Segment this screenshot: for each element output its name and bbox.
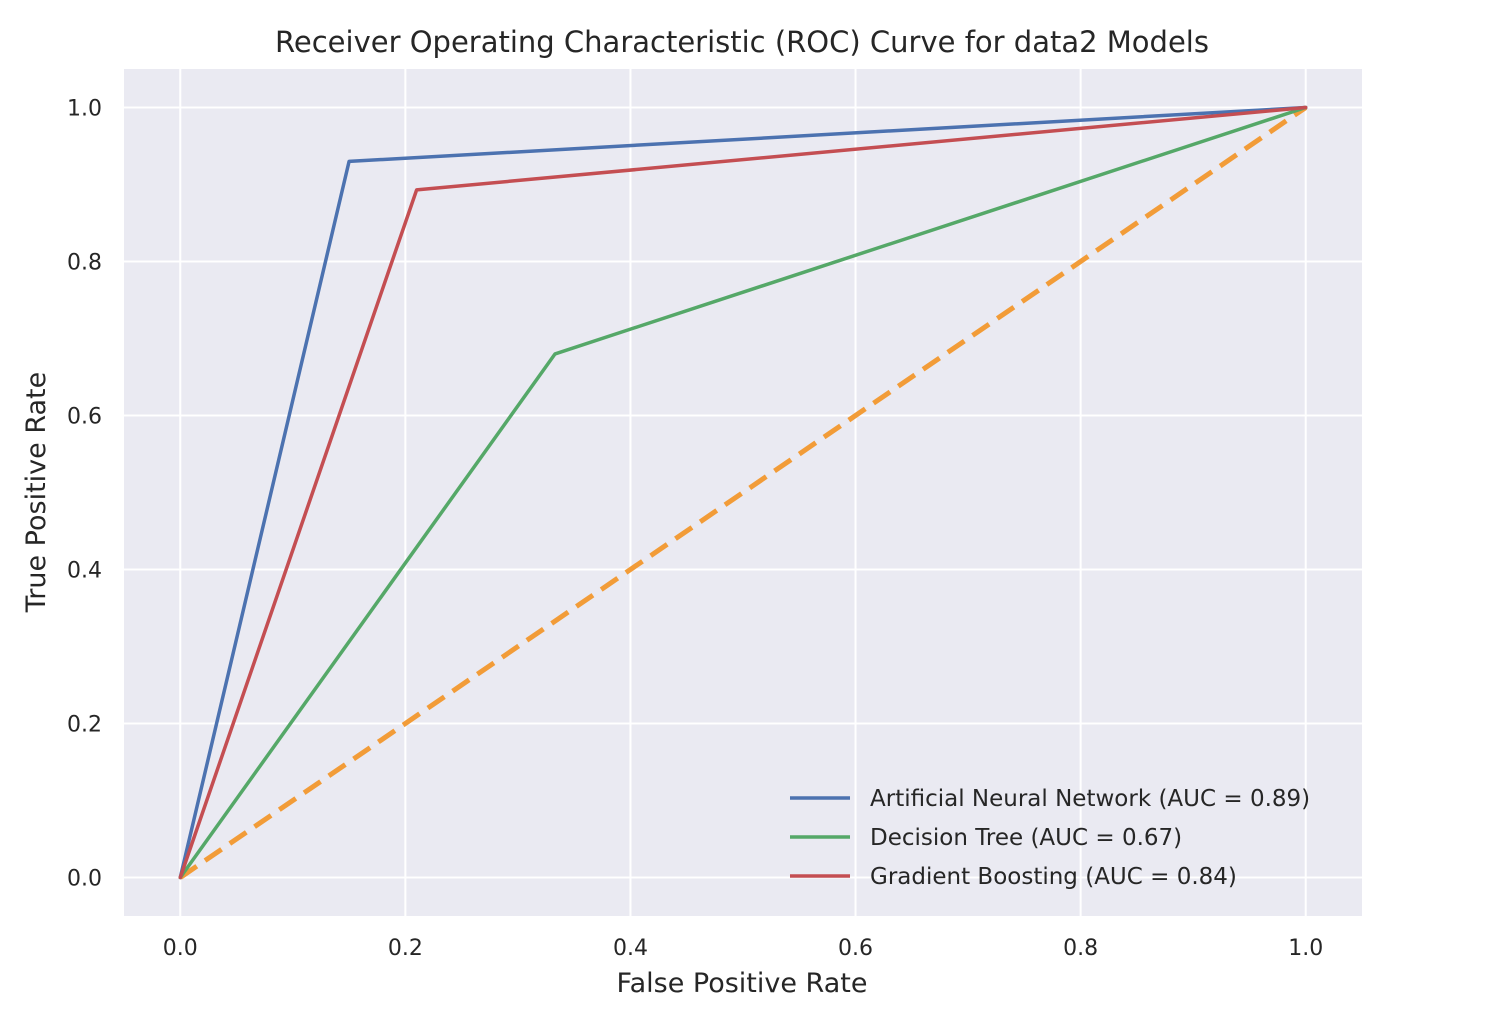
y-tick-label: 0.6	[67, 405, 102, 430]
legend-label-2: Gradient Boosting (AUC = 0.84)	[870, 864, 1237, 890]
y-tick-label: 0.8	[67, 251, 102, 276]
y-tick-label: 0.0	[67, 867, 102, 892]
x-tick-label: 0.8	[1063, 936, 1098, 961]
legend-label-1: Decision Tree (AUC = 0.67)	[870, 825, 1182, 851]
x-axis-label: False Positive Rate	[617, 968, 868, 999]
x-tick-label: 0.4	[613, 936, 648, 961]
y-tick-label: 1.0	[67, 97, 102, 122]
x-tick-label: 0.6	[838, 936, 873, 961]
x-tick-label: 0.2	[388, 936, 423, 961]
legend-label-0: Artificial Neural Network (AUC = 0.89)	[870, 786, 1310, 812]
chart-title: Receiver Operating Characteristic (ROC) …	[275, 25, 1209, 59]
x-tick-label: 0.0	[163, 936, 198, 961]
x-tick-labels: 0.0 0.2 0.4 0.6 0.8 1.0	[163, 936, 1323, 961]
y-tick-label: 0.2	[67, 713, 102, 738]
y-axis-label: True Positive Rate	[21, 372, 52, 614]
y-tick-label: 0.4	[67, 559, 102, 584]
x-tick-label: 1.0	[1288, 936, 1323, 961]
y-tick-labels: 0.0 0.2 0.4 0.6 0.8 1.0	[67, 97, 102, 892]
